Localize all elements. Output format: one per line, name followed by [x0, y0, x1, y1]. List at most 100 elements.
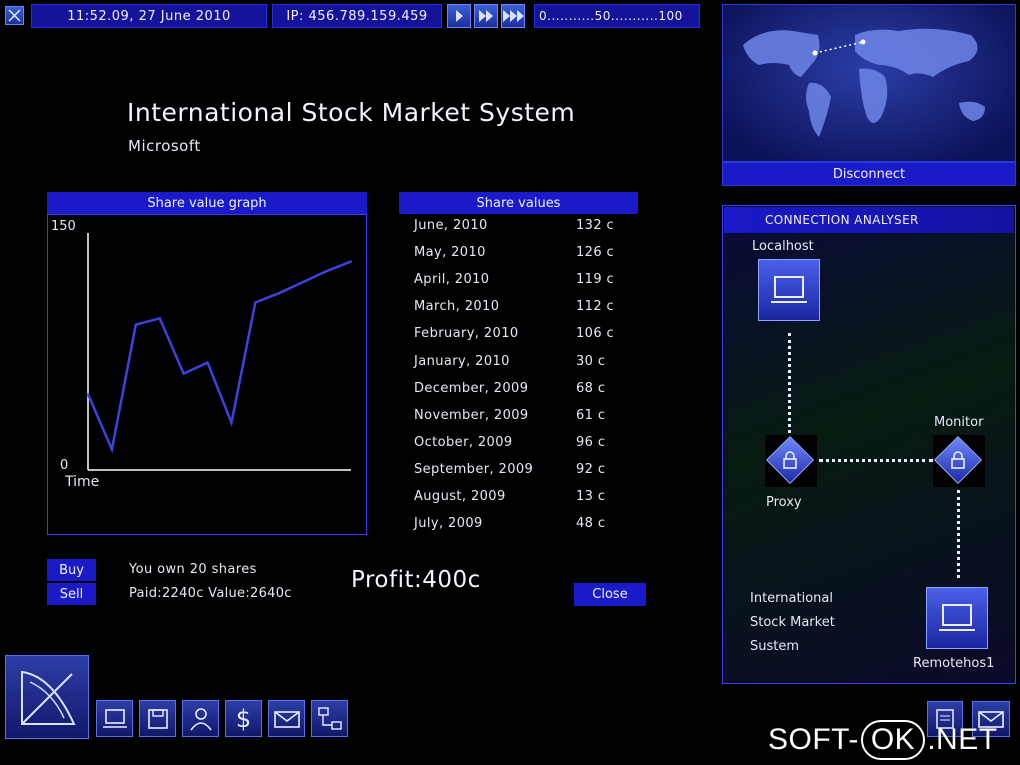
target-line-2: Stock Market: [750, 615, 835, 630]
row-value: 126 c: [576, 245, 615, 261]
row-month: October, 2009: [414, 434, 513, 450]
share-values-header: Share values: [399, 192, 638, 214]
play-icon: [455, 10, 463, 22]
share-value-row: May, 2010 126 c: [414, 245, 624, 260]
data-point: [326, 269, 329, 272]
share-value-row: February, 2010 106 c: [414, 326, 624, 341]
profit-display: Profit:400c: [351, 567, 481, 593]
computer-button[interactable]: [96, 700, 133, 737]
floppy-disk-icon: [147, 708, 168, 729]
row-month: February, 2010: [414, 326, 519, 342]
people-button[interactable]: [182, 700, 219, 737]
email-button[interactable]: [268, 700, 305, 737]
data-point: [230, 421, 233, 424]
notes-button[interactable]: [927, 701, 963, 737]
graph-header: Share value graph: [47, 192, 367, 214]
share-value-row: August, 2009 13 c: [414, 489, 624, 504]
data-point: [134, 323, 137, 326]
row-month: May, 2010: [414, 245, 486, 261]
company-name: Microsoft: [128, 137, 201, 155]
row-month: September, 2009: [414, 461, 534, 477]
share-value-row: December, 2009 68 c: [414, 381, 624, 396]
computer-icon: [102, 708, 127, 728]
buy-button[interactable]: Buy: [47, 559, 96, 581]
localhost-node[interactable]: [758, 259, 820, 321]
row-month: August, 2009: [414, 489, 506, 504]
fast-speed-button[interactable]: [474, 4, 498, 28]
fast-forward-icon: [479, 10, 486, 22]
share-value-row: November, 2009 61 c: [414, 408, 624, 423]
data-point: [110, 448, 113, 451]
row-month: November, 2009: [414, 407, 529, 423]
row-month: March, 2010: [414, 299, 500, 315]
share-value-chart: [86, 233, 352, 471]
graph-panel: 150 0 Time: [47, 214, 367, 535]
target-line-3: Sustem: [750, 639, 800, 654]
data-point: [278, 292, 281, 295]
world-map[interactable]: [722, 4, 1016, 162]
proxy-label: Proxy: [766, 495, 802, 510]
close-window-icon[interactable]: [5, 6, 24, 25]
lock-icon: [782, 451, 798, 469]
main-menu-button[interactable]: [5, 655, 89, 739]
row-value: 119 c: [576, 272, 615, 288]
dollar-icon: $: [235, 704, 252, 733]
ip-display: IP: 456.789.159.459: [272, 4, 442, 28]
people-icon: [189, 707, 212, 730]
row-value: 68 c: [576, 380, 606, 396]
share-value-row: September, 2009 92 c: [414, 462, 624, 477]
share-value-row: January, 2010 30 c: [414, 354, 624, 369]
connection-line: [788, 333, 791, 433]
email-icon: [273, 710, 300, 728]
mail-button[interactable]: [972, 701, 1010, 737]
page-title: International Stock Market System: [127, 98, 576, 127]
datetime-display: 11:52.09, 27 June 2010: [31, 4, 267, 28]
target-line-1: International: [750, 591, 833, 606]
close-button[interactable]: Close: [574, 583, 646, 606]
paid-value: Paid:2240c Value:2640c: [129, 586, 292, 601]
remotehost-label: Remotehos1: [913, 656, 995, 671]
fastest-speed-button[interactable]: [501, 4, 525, 28]
share-value-row: July, 2009 48 c: [414, 516, 624, 531]
computer-icon: [939, 604, 975, 631]
watermark-text: SOFT-: [768, 723, 859, 756]
share-value-row: October, 2009 96 c: [414, 435, 624, 450]
data-point: [350, 260, 352, 263]
monitor-label: Monitor: [934, 415, 984, 430]
row-month: December, 2009: [414, 380, 529, 396]
finance-button[interactable]: $: [225, 700, 262, 737]
y-min-label: 0: [60, 458, 69, 473]
lock-icon: [950, 451, 966, 469]
remotehost-node[interactable]: [926, 587, 988, 649]
row-month: January, 2010: [414, 353, 510, 369]
watermark: SOFT- OK .NET: [768, 718, 998, 762]
localhost-label: Localhost: [752, 239, 814, 254]
owned-shares: You own 20 shares: [129, 562, 257, 577]
data-point: [158, 317, 161, 320]
row-value: 30 c: [576, 353, 606, 369]
watermark-text: OK: [860, 720, 926, 760]
watermark-text: .NET: [927, 723, 998, 756]
network-button[interactable]: [311, 700, 348, 737]
data-point: [182, 372, 185, 375]
speed-scale[interactable]: 0...........50...........100: [534, 4, 700, 28]
data-point: [254, 301, 257, 304]
share-value-row: June, 2010 132 c: [414, 218, 624, 233]
y-max-label: 150: [51, 219, 76, 234]
sell-button[interactable]: Sell: [47, 583, 96, 605]
fastest-forward-icon: [502, 10, 510, 22]
computer-icon: [771, 276, 807, 303]
play-speed-button[interactable]: [447, 4, 471, 28]
row-value: 106 c: [576, 326, 615, 342]
connection-trace: [814, 41, 864, 54]
connection-line: [957, 490, 960, 578]
disconnect-button[interactable]: Disconnect: [722, 162, 1016, 186]
world-map-image: [743, 28, 985, 137]
row-value: 61 c: [576, 407, 606, 423]
disk-button[interactable]: [139, 700, 176, 737]
satellite-dish-icon: [21, 670, 76, 725]
share-value-row: April, 2010 119 c: [414, 272, 624, 287]
network-icon: [317, 706, 342, 730]
data-point: [302, 280, 305, 283]
x-axis-label: Time: [65, 474, 100, 490]
